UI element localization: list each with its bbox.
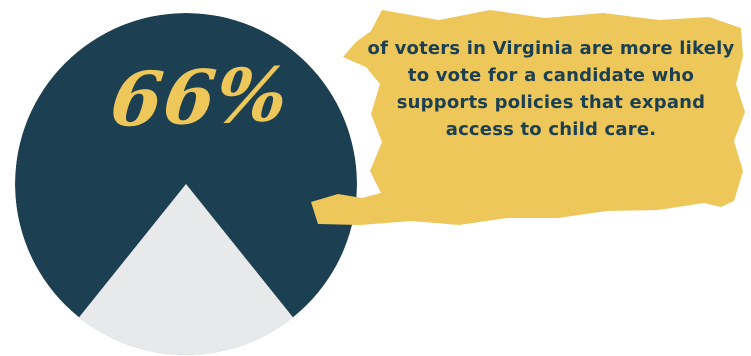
chart-statement: of voters in Virginia are more likely to…: [367, 38, 735, 140]
pie-slice-other: [48, 184, 324, 355]
brush-stroke-shape: [311, 10, 745, 225]
